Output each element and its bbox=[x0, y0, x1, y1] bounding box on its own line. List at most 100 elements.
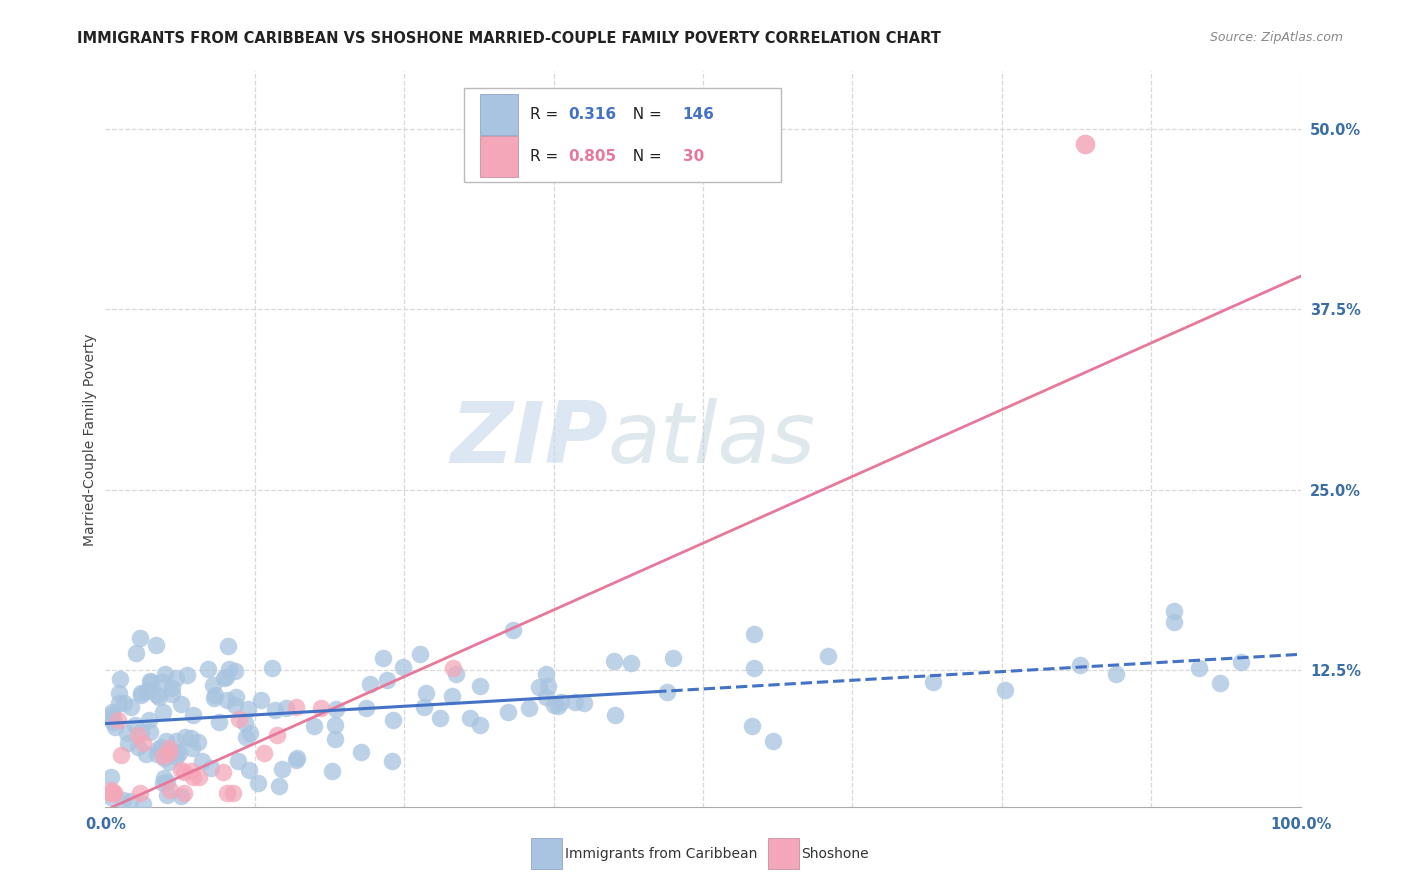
Point bbox=[120, 794, 142, 808]
Point bbox=[605, 708, 627, 723]
Text: 0.316: 0.316 bbox=[568, 107, 616, 122]
Point bbox=[550, 695, 572, 709]
Point bbox=[153, 667, 176, 681]
Point bbox=[157, 740, 180, 755]
Point bbox=[744, 627, 766, 641]
Text: 146: 146 bbox=[683, 107, 714, 122]
Point bbox=[180, 764, 202, 779]
Point bbox=[429, 711, 451, 725]
Point bbox=[139, 725, 162, 739]
Point bbox=[117, 736, 139, 750]
Point bbox=[165, 672, 187, 686]
Point bbox=[1230, 655, 1253, 669]
Point bbox=[302, 719, 325, 733]
Point bbox=[547, 699, 569, 714]
Point bbox=[409, 647, 432, 661]
Point bbox=[149, 739, 172, 754]
Point bbox=[993, 683, 1015, 698]
Point bbox=[169, 747, 191, 761]
Text: Immigrants from Caribbean: Immigrants from Caribbean bbox=[565, 847, 758, 861]
Point bbox=[165, 734, 187, 748]
Point bbox=[564, 695, 586, 709]
Point bbox=[517, 701, 540, 715]
Point bbox=[104, 720, 127, 734]
Point bbox=[131, 686, 153, 700]
Point bbox=[153, 772, 176, 786]
Point bbox=[181, 770, 204, 784]
Point bbox=[1074, 136, 1097, 151]
Point bbox=[460, 711, 482, 725]
Point bbox=[246, 776, 269, 790]
Point bbox=[160, 681, 183, 695]
Point bbox=[1069, 657, 1091, 672]
Point bbox=[371, 651, 394, 665]
Point bbox=[415, 686, 437, 700]
Point bbox=[440, 690, 463, 704]
Text: 30: 30 bbox=[683, 149, 704, 164]
Point bbox=[166, 750, 188, 764]
Point bbox=[922, 675, 945, 690]
Point bbox=[537, 679, 560, 693]
Point bbox=[470, 679, 492, 693]
Point bbox=[202, 690, 225, 705]
Point bbox=[496, 706, 519, 720]
Point bbox=[224, 664, 246, 678]
Point bbox=[323, 718, 346, 732]
Point bbox=[235, 730, 257, 744]
Point bbox=[132, 797, 155, 812]
Point bbox=[1163, 615, 1185, 630]
Point bbox=[218, 662, 240, 676]
Point bbox=[181, 707, 204, 722]
Point bbox=[108, 672, 131, 686]
Text: R =: R = bbox=[530, 149, 562, 164]
Text: N =: N = bbox=[623, 107, 666, 122]
Point bbox=[817, 649, 839, 664]
Point bbox=[127, 728, 149, 742]
Point bbox=[534, 690, 557, 705]
Point bbox=[146, 741, 169, 756]
Point bbox=[103, 786, 125, 800]
Point bbox=[264, 703, 287, 717]
Point bbox=[200, 761, 222, 775]
Point bbox=[381, 754, 404, 768]
Point bbox=[197, 662, 219, 676]
Point bbox=[208, 715, 231, 730]
Point bbox=[204, 688, 226, 702]
Point bbox=[226, 754, 249, 768]
Point bbox=[145, 747, 167, 761]
Text: Shoshone: Shoshone bbox=[801, 847, 869, 861]
Point bbox=[148, 690, 170, 704]
Point bbox=[502, 623, 524, 637]
Point bbox=[159, 783, 181, 797]
Point bbox=[176, 667, 198, 681]
Point bbox=[100, 786, 122, 800]
Point bbox=[354, 700, 377, 714]
Point bbox=[266, 728, 288, 742]
Point bbox=[359, 677, 381, 691]
Point bbox=[309, 701, 332, 715]
Point bbox=[141, 675, 163, 690]
Point bbox=[120, 699, 142, 714]
Point bbox=[235, 716, 257, 731]
Point bbox=[136, 683, 159, 698]
Point bbox=[170, 789, 193, 803]
Point bbox=[100, 708, 122, 723]
Point bbox=[468, 718, 491, 732]
Point bbox=[285, 699, 308, 714]
Point bbox=[145, 688, 167, 702]
Point bbox=[100, 790, 122, 805]
Text: Source: ZipAtlas.com: Source: ZipAtlas.com bbox=[1209, 31, 1343, 45]
Point bbox=[228, 712, 250, 726]
Point bbox=[603, 654, 626, 668]
Point bbox=[187, 735, 209, 749]
Point bbox=[165, 745, 187, 759]
Point bbox=[100, 786, 122, 800]
Point bbox=[101, 705, 124, 719]
Point bbox=[129, 725, 152, 739]
Point bbox=[274, 701, 297, 715]
Point bbox=[124, 718, 146, 732]
Point bbox=[375, 673, 398, 687]
Point bbox=[114, 696, 136, 710]
Point bbox=[323, 731, 346, 746]
Point bbox=[157, 755, 180, 769]
